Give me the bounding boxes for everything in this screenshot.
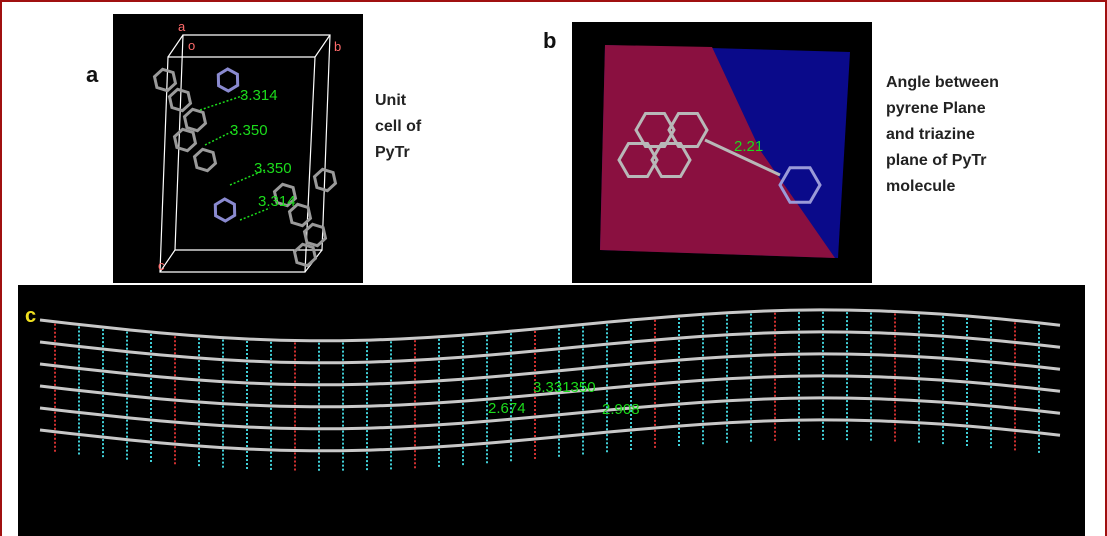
caption-line: Angle between	[886, 74, 999, 91]
figure: a a o b c 3.314 3.350 3.350 3.314 Unit c…	[0, 0, 1107, 536]
axis-label: o	[188, 38, 195, 53]
caption-line: pyrene Plane	[886, 100, 986, 117]
page: {"panels": [ {"label": "a", "caption": […	[0, 0, 1107, 536]
distance-label: 3.350	[230, 122, 268, 139]
axis-label: b	[334, 39, 341, 54]
distance-label: 3.314	[240, 87, 278, 104]
caption-line: plane of PyTr	[886, 152, 986, 169]
caption-line: molecule	[886, 178, 955, 195]
caption-line: cell of	[375, 118, 422, 135]
distance-label: 2.674	[488, 400, 526, 417]
panel-c-image	[18, 285, 1085, 536]
distance-label: 3.350	[254, 160, 292, 177]
panel-label: b	[543, 28, 556, 53]
distance-label: 3.314	[258, 193, 296, 210]
distance-label: 3.331350	[533, 379, 596, 396]
axis-label: c	[158, 258, 165, 273]
caption-line: and triazine	[886, 126, 975, 143]
panel-label: c	[25, 305, 36, 327]
distance-label: 2.21	[734, 138, 763, 155]
caption-line: PyTr	[375, 144, 410, 161]
axis-label: a	[178, 19, 186, 34]
caption-line: Unit	[375, 92, 407, 109]
distance-label: 2.908	[602, 401, 640, 418]
panel-label: a	[86, 62, 99, 87]
